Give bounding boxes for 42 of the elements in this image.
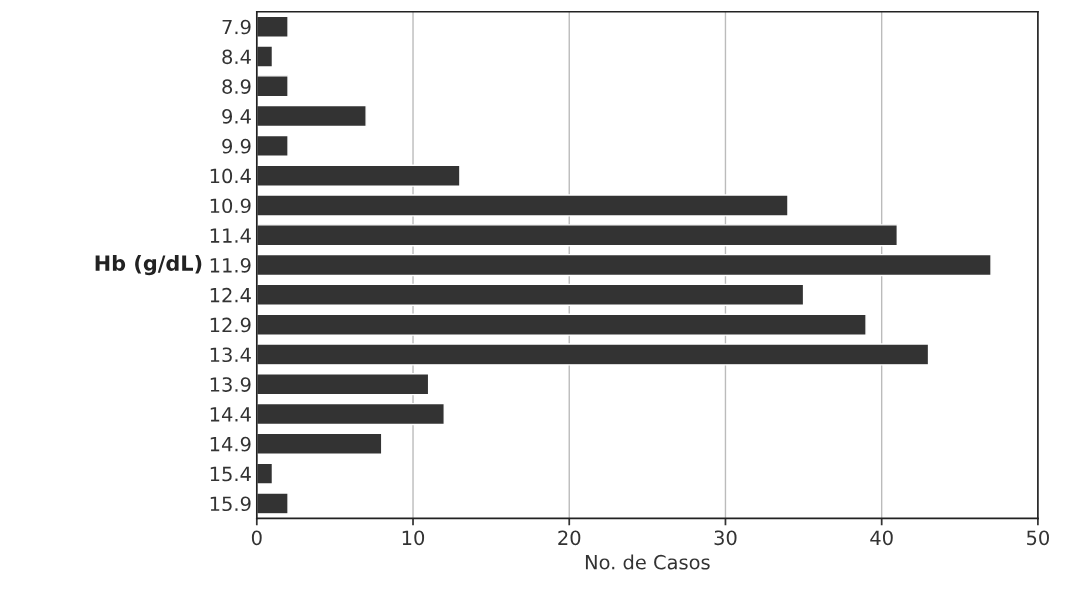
- y-tick-label: 15.4: [210, 466, 251, 482]
- x-tick-label: 20: [558, 530, 581, 546]
- bar: [256, 432, 383, 455]
- y-tick-label: 10.9: [210, 198, 251, 214]
- y-tick-label: 11.4: [210, 228, 251, 243]
- x-tick-label: 10: [402, 530, 425, 546]
- y-tick-label: 12.4: [210, 287, 251, 303]
- bar: [256, 45, 274, 68]
- bar: [256, 224, 898, 247]
- bar: [256, 343, 930, 366]
- bar: [256, 134, 289, 157]
- y-tick-label: 13.9: [210, 377, 251, 392]
- y-tick-label: 10.4: [210, 168, 251, 184]
- bar: [256, 75, 289, 98]
- bar: [256, 462, 274, 485]
- bar: [256, 253, 992, 277]
- bar: [256, 194, 789, 217]
- x-tick-label: 40: [870, 530, 893, 546]
- y-tick-label: 14.9: [210, 436, 251, 452]
- bar: [256, 164, 461, 187]
- y-tick-label: 14.4: [210, 407, 251, 422]
- y-tick-label: 9.9: [222, 138, 251, 154]
- x-tick-label: 30: [714, 530, 737, 546]
- y-axis-title: Hb (g/dL): [95, 254, 202, 276]
- y-tick-label: 7.9: [222, 19, 251, 35]
- bar: [256, 313, 867, 336]
- bar: [256, 373, 430, 396]
- y-tick-label: 8.4: [222, 49, 251, 65]
- x-axis-title: No. de Casos: [585, 554, 710, 570]
- y-tick-label: 15.9: [210, 496, 251, 512]
- bar: [256, 283, 805, 306]
- x-tick-label: 0: [251, 530, 262, 546]
- y-tick-label: 13.4: [210, 347, 251, 363]
- bar: [256, 492, 289, 515]
- bar: [256, 104, 367, 128]
- y-tick-label: 8.9: [222, 79, 251, 94]
- y-tick-label: 12.9: [210, 317, 251, 333]
- y-tick-label: 11.9: [210, 258, 251, 273]
- bar: [256, 15, 289, 38]
- bar: [256, 402, 445, 426]
- x-tick-label: 50: [1027, 530, 1049, 546]
- y-tick-label: 9.4: [222, 109, 251, 124]
